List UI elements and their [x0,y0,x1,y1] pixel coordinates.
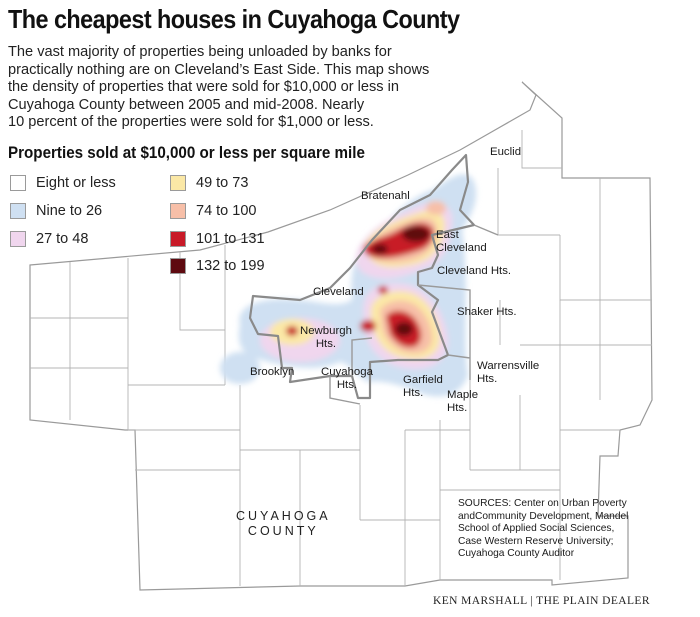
municipal-boundaries [30,130,652,586]
legend-label: 49 to 73 [196,175,249,191]
legend-label: Nine to 26 [36,203,103,219]
place-shaker-hts: Shaker Hts. [457,306,517,318]
credit-line: KEN MARSHALL | THE PLAIN DEALER [433,595,650,607]
legend-label: 101 to 131 [196,231,265,247]
legend-item: 27 to 48 [10,229,88,249]
legend-swatch [10,175,26,191]
place-cleveland-hts: Cleveland Hts. [437,265,512,277]
legend-swatch [170,175,186,191]
intro-line: The vast majority of properties being un… [8,44,392,60]
sources-note: SOURCES: Center on Urban Poverty andComm… [458,498,694,561]
inner-boundaries [329,224,499,405]
legend-label: 27 to 48 [36,231,89,247]
legend-item: 49 to 73 [170,173,248,193]
legend-swatch [10,203,26,219]
legend-swatch [170,231,186,247]
density-overlay [220,174,477,397]
place-maple-hts: Maple Hts. [447,389,479,414]
cleveland-boundary [248,153,476,400]
place-warrensville-hts: Warrensville Hts. [477,360,540,385]
intro-line: practically nothing are on Cleveland’s E… [8,61,430,78]
intro-text: The vast majority of properties being un… [8,44,438,132]
place-garfield-hts: Garfield Hts. [403,374,443,399]
place-cleveland: Cleveland [313,286,364,298]
place-euclid: Euclid [490,146,522,158]
sources-line: Case Western Reserve University; [458,535,614,547]
legend-item: 74 to 100 [170,201,256,221]
sources-line: School of Applied Social Sciences, [458,523,615,535]
sources-line: SOURCES: Center on Urban Poverty [458,498,627,509]
legend-item: Eight or less [10,173,116,193]
place-bratenahl: Bratenahl [361,190,410,202]
intro-line: 10 percent of the properties were sold f… [8,114,374,130]
legend-swatch [10,231,26,247]
intro-line: Cuyahoga County between 2005 and mid-200… [8,96,365,113]
legend-swatch [170,258,186,274]
sources-line: andCommunity Development, Mandel [458,510,629,522]
place-newburgh-hts: Newburgh Hts. [300,325,352,350]
legend-label: 74 to 100 [196,203,257,219]
legend-item: 101 to 131 [170,229,265,249]
legend-swatch [170,203,186,219]
place-east-cleveland: East Cleveland [436,229,487,254]
county-label: CUYAHOGA COUNTY [236,509,331,538]
legend-item: Nine to 26 [10,201,102,221]
place-brooklyn: Brooklyn [250,366,295,378]
headline: The cheapest houses in Cuyahoga County [8,4,460,34]
legend-title: Properties sold at $10,000 or less per s… [8,144,365,162]
place-cuyahoga-hts: Cuyahoga Hts. [321,366,373,391]
sources-line: Cuyahoga County Auditor [458,548,575,560]
legend-label: Eight or less [36,175,116,191]
legend-item: 132 to 199 [170,256,265,276]
legend-label: 132 to 199 [196,258,265,274]
intro-line: the density of properties that were sold… [8,79,400,95]
